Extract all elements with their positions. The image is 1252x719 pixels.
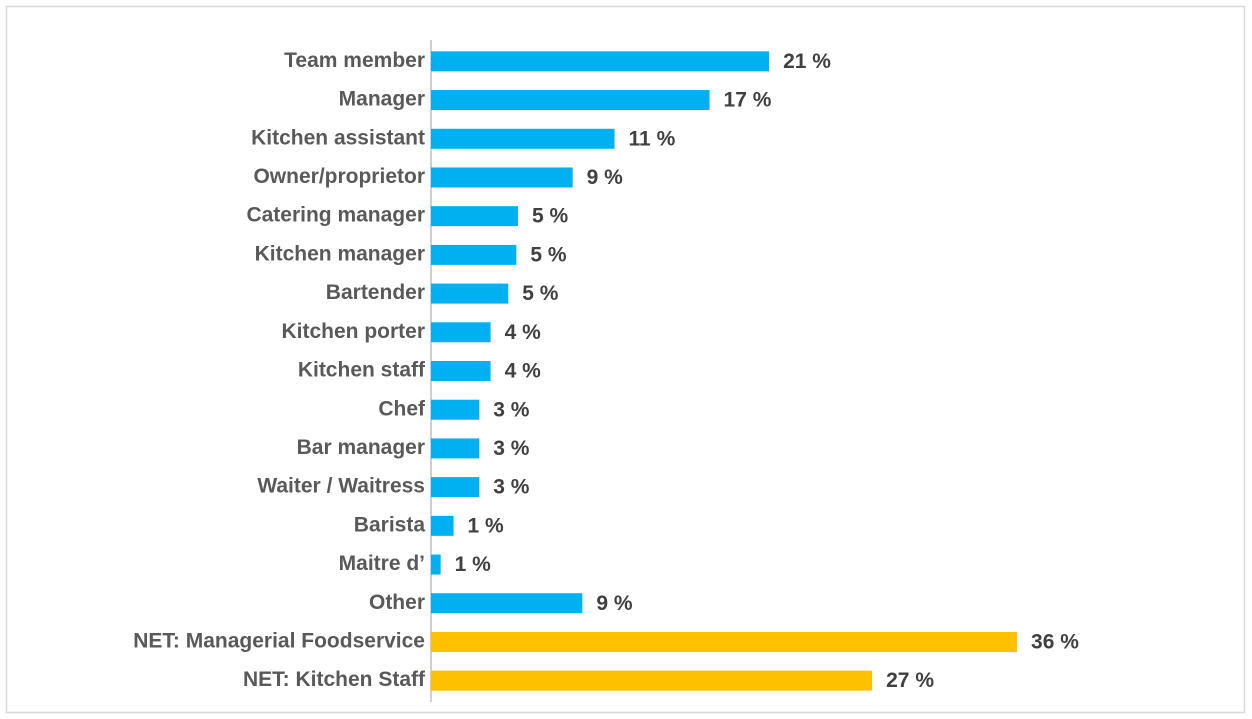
bar (431, 167, 573, 188)
category-label: Chef (378, 397, 426, 420)
value-label: 4 % (505, 360, 542, 383)
bar (431, 90, 710, 111)
value-label: 3 % (493, 437, 530, 460)
value-label: 36 % (1031, 630, 1079, 653)
bar (431, 399, 480, 420)
value-label: 3 % (493, 398, 530, 421)
bar (431, 593, 583, 614)
category-label: Maitre d’ (339, 552, 425, 575)
category-label: NET: Kitchen Staff (243, 668, 426, 691)
category-label: Bartender (326, 281, 425, 304)
bar (431, 322, 491, 343)
value-label: 5 % (530, 243, 567, 266)
bar (431, 477, 480, 498)
category-label: NET: Managerial Foodservice (133, 629, 425, 652)
value-label: 27 % (886, 669, 934, 692)
bar (431, 515, 454, 536)
value-label: 11 % (629, 127, 676, 150)
category-label: Waiter / Waitress (257, 475, 425, 498)
bar (431, 244, 517, 265)
category-label: Other (369, 591, 425, 614)
category-label: Bar manager (297, 436, 425, 459)
value-label: 4 % (505, 321, 542, 344)
bar (431, 631, 1018, 652)
value-label: 21 % (783, 50, 831, 73)
bar (431, 51, 770, 72)
category-label: Owner/proprietor (253, 165, 425, 188)
chart-border (5, 5, 1246, 714)
category-label: Kitchen manager (255, 242, 425, 265)
value-label: 1 % (455, 553, 492, 576)
category-label: Kitchen assistant (251, 126, 425, 149)
bar (431, 361, 491, 381)
value-label: 5 % (522, 282, 559, 305)
bar (431, 554, 441, 575)
category-label: Team member (284, 49, 425, 72)
category-label: Kitchen staff (298, 359, 426, 382)
bar (431, 128, 615, 149)
category-label: Kitchen porter (281, 320, 425, 343)
category-label: Manager (339, 88, 425, 111)
bar (431, 206, 518, 227)
bar (431, 438, 480, 459)
bar (431, 283, 509, 304)
bar (431, 670, 873, 691)
value-label: 9 % (596, 592, 633, 615)
value-label: 9 % (587, 166, 624, 189)
category-label: Catering manager (246, 204, 425, 227)
value-label: 1 % (468, 514, 505, 537)
value-label: 17 % (724, 89, 772, 112)
category-label: Barista (354, 513, 426, 536)
value-label: 3 % (493, 476, 530, 499)
value-label: 5 % (532, 205, 569, 228)
